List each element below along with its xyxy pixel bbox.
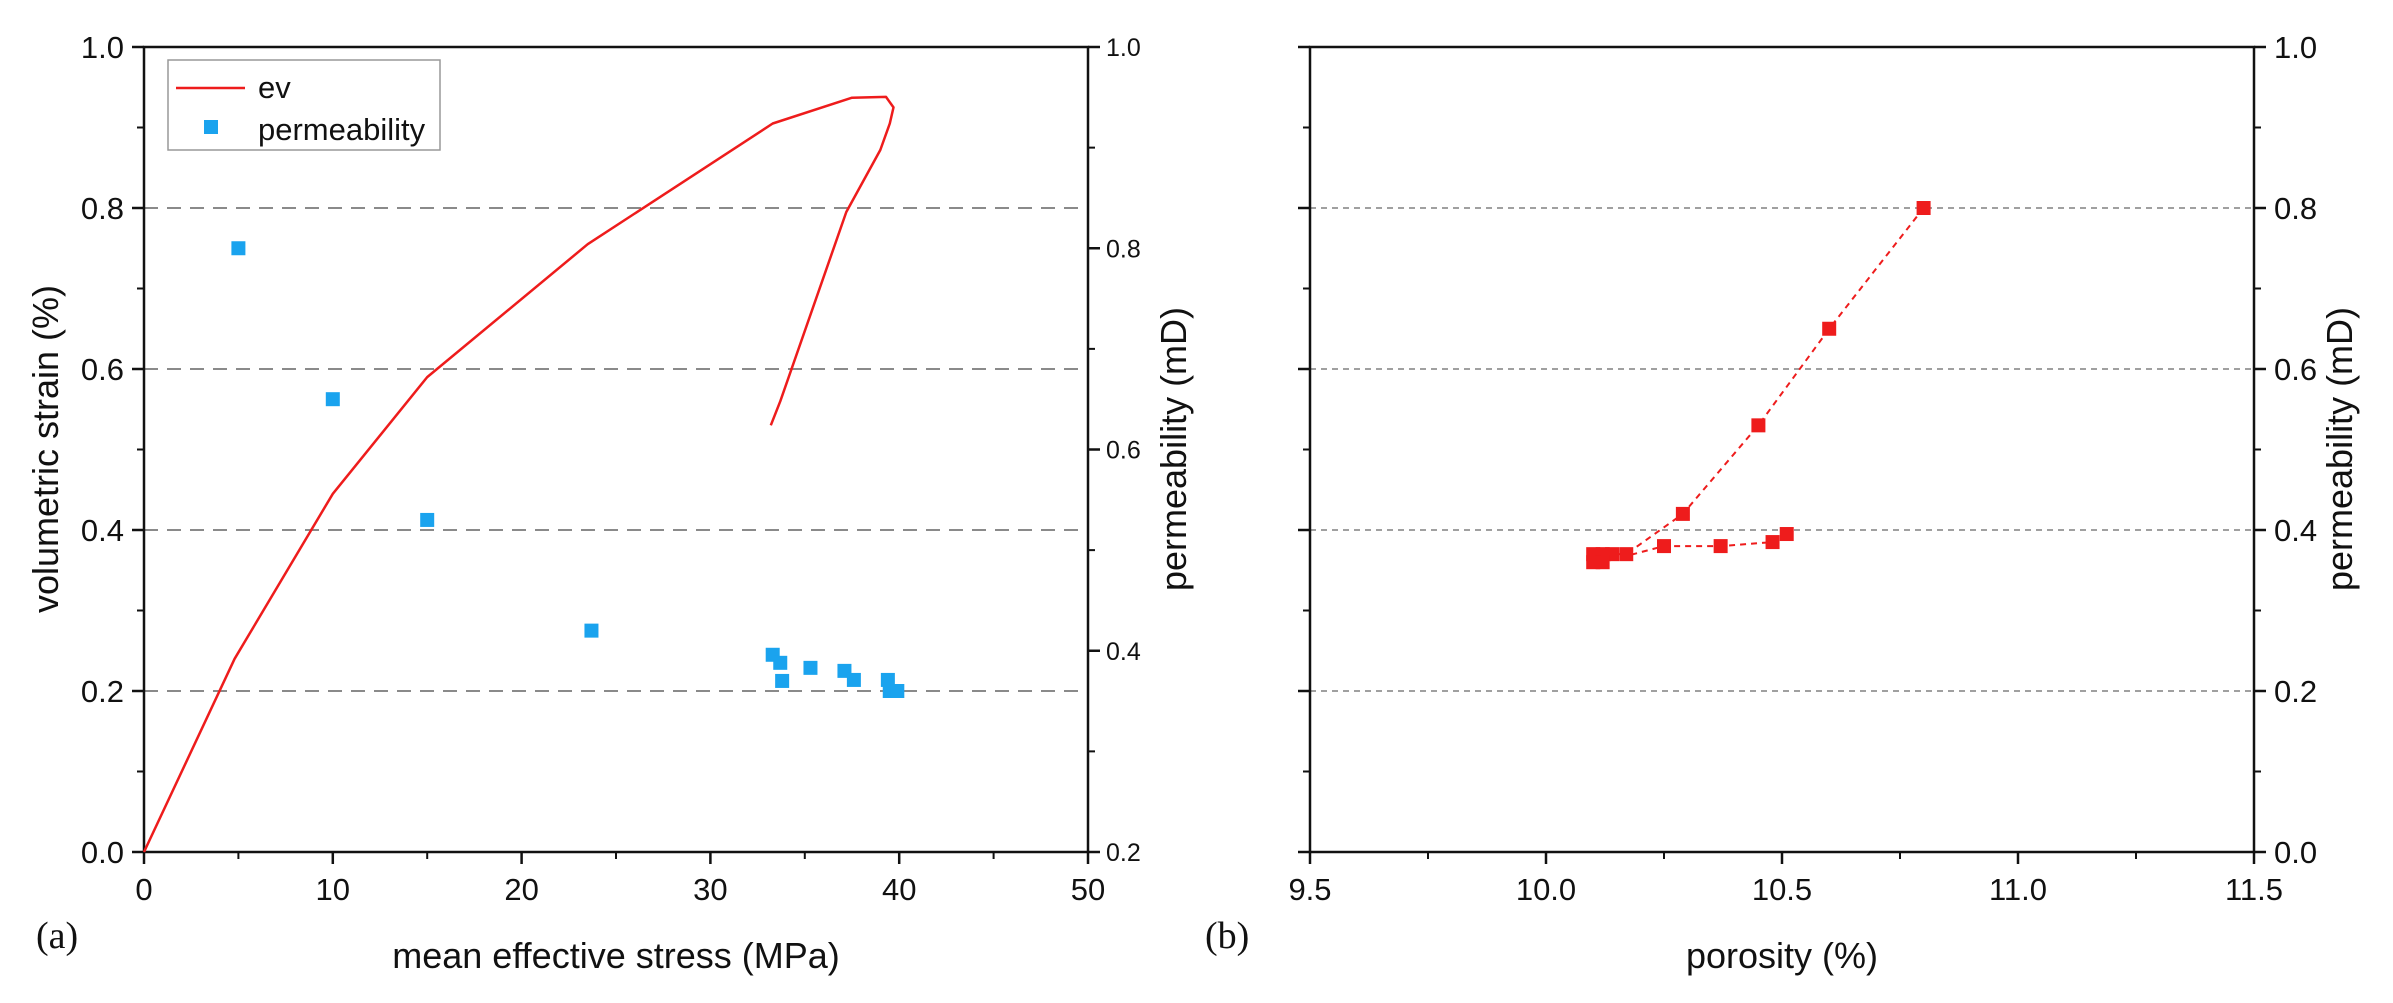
y-right-tick-label: 0.4 xyxy=(2274,513,2317,548)
porosity-permeability-point xyxy=(1779,527,1794,542)
porosity-permeability-point xyxy=(1595,555,1610,570)
panel-a: 0 10 20 30 40 50 0.0 0.2 0.4 0.6 0.8 1.0 0.2 0.4 0.6 0.… xyxy=(25,30,1194,976)
permeability-point xyxy=(584,623,599,638)
y-left-tick-label: 0.2 xyxy=(81,674,124,709)
y-right-tick-label: 0.2 xyxy=(1106,839,1141,867)
y-right-tick-label: 0.8 xyxy=(2274,191,2317,226)
porosity-permeability-point xyxy=(1657,539,1671,554)
x-tick-label: 11.5 xyxy=(2225,872,2283,907)
porosity-permeability-point xyxy=(1713,539,1728,554)
panel-a-label: (a) xyxy=(36,915,78,957)
porosity-permeability-point xyxy=(1822,321,1837,336)
y-left-tick-label: 0.6 xyxy=(81,352,124,387)
y-right-tick-label: 0.8 xyxy=(1106,235,1141,263)
ev-line xyxy=(142,95,895,853)
permeability-point xyxy=(775,673,790,688)
y-right-tick-label: 0.2 xyxy=(2274,674,2317,709)
x-tick-label: 10.0 xyxy=(1516,872,1576,907)
porosity-permeability-point xyxy=(1675,506,1690,521)
porosity-permeability-line xyxy=(1592,207,1925,564)
legend-box xyxy=(167,59,441,151)
panel-a-ticks: 0 10 20 30 40 50 0.0 0.2 0.4 0.6 0.8 1.0 0.2 0.4 0.6 0.… xyxy=(81,30,1141,907)
panel-b-xlabel: porosity (%) xyxy=(1686,935,1878,976)
x-tick-label: 10 xyxy=(316,872,350,907)
permeability-point xyxy=(420,512,435,527)
porosity-permeability-point xyxy=(1619,547,1634,562)
x-tick-label: 11.0 xyxy=(1989,872,2047,907)
porosity-permeability-point xyxy=(1765,535,1780,550)
panel-a-gridlines xyxy=(144,207,1088,692)
permeability-point xyxy=(231,241,246,256)
permeability-series xyxy=(231,241,905,698)
permeability-point xyxy=(325,392,340,407)
x-tick-label: 0 xyxy=(135,872,152,907)
panel-a-ylabel-right: permeability (mD) xyxy=(1153,307,1194,591)
x-tick-label: 20 xyxy=(504,872,538,907)
panel-b-plot-frame xyxy=(1308,45,2256,854)
y-left-tick-label: 0.0 xyxy=(81,835,124,870)
x-tick-label: 9.5 xyxy=(1288,872,1331,907)
y-right-tick-label: 0.6 xyxy=(1106,437,1141,465)
permeability-point xyxy=(880,672,895,687)
legend-permeability-label: permeability xyxy=(258,112,426,147)
panel-b-ylabel-right: permeability (mD) xyxy=(2319,307,2360,591)
porosity-permeability-point xyxy=(1751,418,1766,433)
panel-b: 9.5 10.0 10.5 11.0 11.50.0 0.2 0.4 0.6 0.8 1.0 po… xyxy=(1205,30,2360,976)
panel-a-plot-frame xyxy=(142,45,1090,854)
panel-a-ylabel-left: volumetric strain (%) xyxy=(25,285,66,613)
porosity-permeability-point xyxy=(1916,201,1931,215)
permeability-point xyxy=(846,672,861,687)
permeability-point xyxy=(773,655,788,670)
y-left-tick-label: 1.0 xyxy=(81,30,124,65)
y-left-tick-label: 0.8 xyxy=(81,191,124,226)
panel-b-label: (b) xyxy=(1205,915,1249,957)
permeability-point xyxy=(890,684,905,698)
y-right-tick-label: 0.4 xyxy=(1106,638,1141,666)
x-tick-label: 40 xyxy=(882,872,916,907)
x-tick-label: 30 xyxy=(693,872,727,907)
panel-b-gridlines xyxy=(1310,207,2254,692)
y-right-tick-label: 0.6 xyxy=(2274,352,2317,387)
legend: ev permeability xyxy=(167,59,441,151)
permeability-point xyxy=(803,660,818,675)
x-tick-label: 50 xyxy=(1071,872,1105,907)
legend-ev-label: ev xyxy=(258,70,291,105)
panel-b-ticks: 9.5 10.0 10.5 11.0 11.50.0 0.2 0.4 0.6 0.8 1.0 xyxy=(1288,30,2317,907)
ev-series xyxy=(142,95,895,853)
porosity-permeability-series xyxy=(1586,201,1931,570)
y-right-tick-label: 0.0 xyxy=(2274,835,2317,870)
y-right-tick-label: 1.0 xyxy=(2274,30,2317,65)
y-left-tick-label: 0.4 xyxy=(81,513,124,548)
legend-permeability-swatch xyxy=(204,120,218,134)
panel-a-xlabel: mean effective stress (MPa) xyxy=(392,935,840,976)
y-right-tick-label: 1.0 xyxy=(1106,34,1141,62)
x-tick-label: 10.5 xyxy=(1752,872,1812,907)
